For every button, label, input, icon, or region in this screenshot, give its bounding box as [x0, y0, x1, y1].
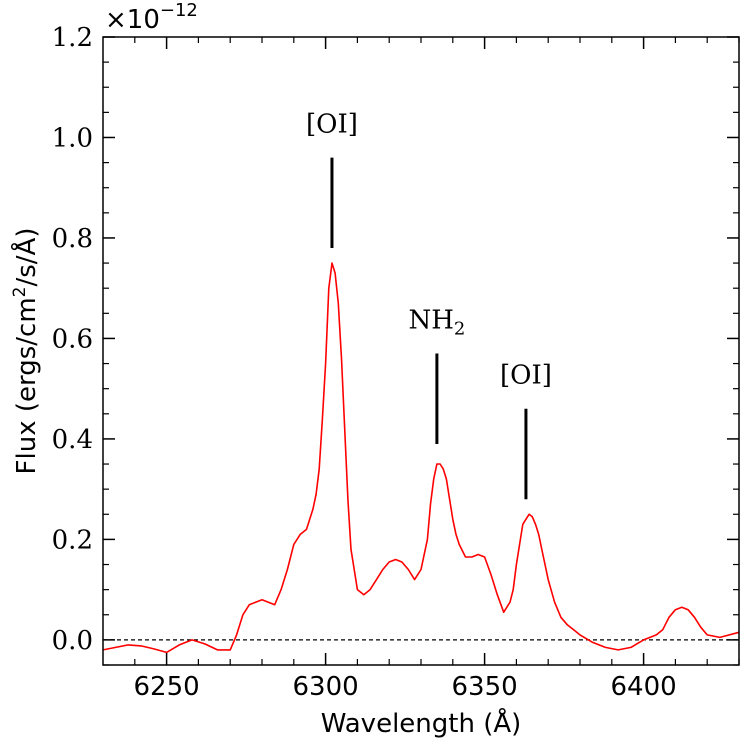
y-tick-label: 1.2	[52, 23, 93, 53]
x-axis-ticks: 6250 6300 6350 6400	[134, 37, 740, 702]
y-tick-label: 1.0	[52, 123, 93, 153]
y-tick-label: 0.0	[52, 626, 93, 656]
series-layer	[102, 262, 740, 654]
x-tick-label: 6250	[134, 672, 200, 702]
y-axis-ticks: 0.0 0.2 0.4 0.6 0.8 1.0 1.2	[52, 23, 739, 666]
spectrum-line	[102, 262, 740, 654]
y-tick-label: 0.2	[52, 525, 93, 555]
y-multiplier-label: ×10−12	[105, 0, 198, 35]
x-tick-label: 6400	[611, 672, 677, 702]
y-tick-label: 0.6	[52, 324, 93, 354]
annotation-label: [OI]	[306, 109, 358, 139]
annotation-layer: [OI] NH2 [OI]	[306, 109, 552, 500]
y-axis-label: Flux (ergs/cm2/s/Å)	[10, 228, 42, 475]
annotation-label: NH2	[408, 305, 465, 339]
y-tick-label: 0.8	[52, 224, 93, 254]
x-tick-label: 6350	[452, 672, 518, 702]
y-tick-label: 0.4	[52, 425, 93, 455]
x-tick-label: 6300	[293, 672, 359, 702]
x-axis-label: Wavelength (Å)	[321, 707, 522, 739]
annotation-label: [OI]	[500, 361, 552, 391]
